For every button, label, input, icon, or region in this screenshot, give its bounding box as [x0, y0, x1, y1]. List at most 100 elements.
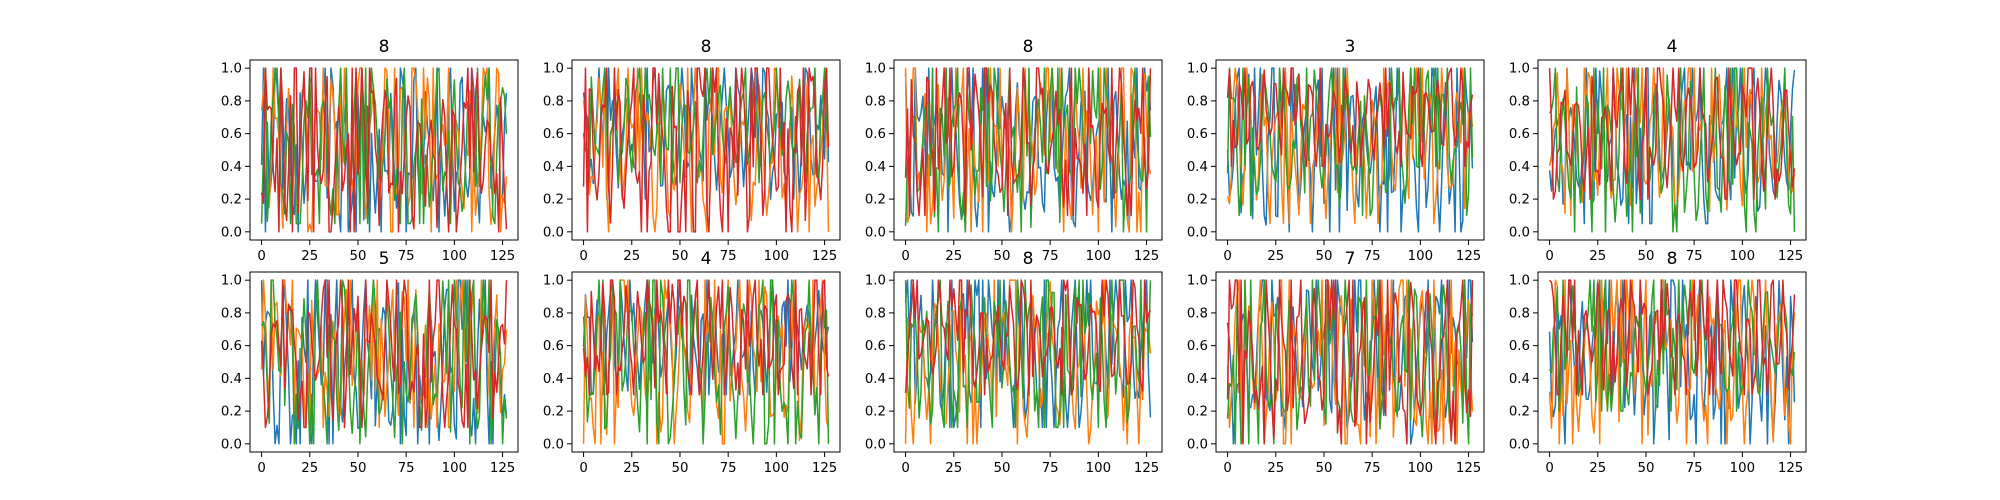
x-tick-label: 100 [1730, 249, 1755, 264]
y-tick-label: 0.0 [865, 225, 886, 240]
y-tick-label: 0.2 [543, 193, 564, 208]
y-tick-label: 0.8 [221, 94, 242, 109]
x-tick-label: 50 [994, 249, 1011, 264]
series-line-4 [582, 279, 830, 396]
y-tick-label: 0.0 [543, 225, 564, 240]
series-line-4 [1548, 279, 1796, 396]
y-tick-label: 0.8 [1509, 306, 1530, 321]
x-tick-label: 25 [623, 461, 640, 476]
axes-frame [1215, 271, 1485, 453]
y-tick-label: 0.2 [221, 193, 242, 208]
y-tick-label: 0.6 [221, 339, 242, 354]
x-tick-label: 50 [1638, 249, 1655, 264]
y-tick-label: 1.0 [543, 274, 564, 289]
y-tick-label: 0.6 [1187, 127, 1208, 142]
series-line-4 [904, 279, 1152, 396]
y-tick-label: 1.0 [221, 62, 242, 77]
x-tick-label: 0 [257, 461, 265, 476]
y-tick-label: 0.8 [1187, 94, 1208, 109]
subplot-title: 8 [701, 37, 712, 57]
x-tick-label: 75 [1686, 249, 1703, 264]
y-tick-label: 0.2 [865, 405, 886, 420]
series-group [1548, 279, 1796, 445]
x-tick-label: 25 [1589, 249, 1606, 264]
subplot-title: 8 [1667, 249, 1678, 269]
series-line-4 [1226, 279, 1474, 445]
subplot-7: 0 25 50 75 100 125 0.0 0.2 0.4 0.6 0.8 1.0 4 [543, 249, 841, 476]
series-group [1548, 67, 1796, 233]
x-tick-label: 25 [945, 461, 962, 476]
subplot-10: 0 25 50 75 100 125 0.0 0.2 0.4 0.6 0.8 1.0 8 [1509, 249, 1807, 476]
subplot-title: 5 [379, 249, 390, 269]
y-tick-label: 0.6 [1509, 127, 1530, 142]
series-line-4 [1226, 67, 1474, 168]
y-tick-label: 0.6 [543, 339, 564, 354]
y-tick-label: 0.4 [865, 160, 886, 175]
series-group [260, 279, 508, 445]
x-tick-label: 0 [579, 461, 587, 476]
x-tick-label: 100 [1730, 461, 1755, 476]
y-tick-label: 1.0 [865, 274, 886, 289]
x-tick-label: 0 [901, 249, 909, 264]
x-tick-label: 0 [1545, 249, 1553, 264]
y-tick-label: 0.2 [1187, 405, 1208, 420]
y-tick-label: 0.4 [865, 372, 886, 387]
y-tick-label: 0.0 [221, 437, 242, 452]
x-tick-label: 100 [1408, 249, 1433, 264]
y-tick-label: 1.0 [543, 62, 564, 77]
axes-frame [249, 59, 519, 241]
x-tick-label: 75 [1042, 249, 1059, 264]
y-tick-label: 0.0 [1509, 225, 1530, 240]
x-tick-label: 25 [1267, 249, 1284, 264]
x-tick-label: 125 [490, 249, 515, 264]
y-tick-label: 0.4 [1187, 372, 1208, 387]
x-tick-label: 75 [398, 249, 415, 264]
series-group [904, 279, 1152, 445]
series-line-4 [260, 279, 508, 429]
subplot-8: 0 25 50 75 100 125 0.0 0.2 0.4 0.6 0.8 1.0 8 [865, 249, 1163, 476]
y-tick-label: 0.2 [1509, 405, 1530, 420]
y-tick-label: 0.8 [865, 306, 886, 321]
x-tick-label: 125 [812, 249, 837, 264]
x-tick-label: 0 [579, 249, 587, 264]
x-tick-label: 0 [1545, 461, 1553, 476]
subplot-title: 3 [1345, 37, 1356, 57]
x-tick-label: 0 [257, 249, 265, 264]
series-line-3 [582, 67, 830, 184]
series-group [1226, 279, 1474, 445]
y-tick-label: 1.0 [1187, 62, 1208, 77]
y-tick-label: 0.2 [221, 405, 242, 420]
series-line-4 [1548, 67, 1796, 200]
subplot-title: 7 [1345, 249, 1356, 269]
x-tick-label: 25 [945, 249, 962, 264]
x-tick-label: 125 [1134, 249, 1159, 264]
subplot-title: 8 [1023, 249, 1034, 269]
x-tick-label: 125 [812, 461, 837, 476]
y-tick-label: 0.0 [1509, 437, 1530, 452]
axes-frame [571, 59, 841, 241]
x-tick-label: 75 [720, 249, 737, 264]
y-tick-label: 0.4 [1509, 372, 1530, 387]
y-tick-label: 0.8 [1509, 94, 1530, 109]
y-tick-label: 0.0 [221, 225, 242, 240]
subplot-title: 8 [1023, 37, 1034, 57]
x-tick-label: 75 [1364, 249, 1381, 264]
subplot-3: 0 25 50 75 100 125 0.0 0.2 0.4 0.6 0.8 1.0 8 [865, 37, 1163, 264]
series-group [582, 67, 830, 233]
y-tick-label: 0.0 [1187, 437, 1208, 452]
subplot-6: 0 25 50 75 100 125 0.0 0.2 0.4 0.6 0.8 1.0 5 [221, 249, 519, 476]
subplot-5: 0 25 50 75 100 125 0.0 0.2 0.4 0.6 0.8 1.0 4 [1509, 37, 1807, 264]
subplot-title: 4 [1667, 37, 1678, 57]
y-tick-label: 0.6 [1187, 339, 1208, 354]
axes-frame [893, 271, 1163, 453]
x-tick-label: 75 [1364, 461, 1381, 476]
subplot-1: 0 25 50 75 100 125 0.0 0.2 0.4 0.6 0.8 1.0 8 [221, 37, 519, 264]
y-tick-label: 0.0 [1187, 225, 1208, 240]
axes-frame [249, 271, 519, 453]
subplot-2: 0 25 50 75 100 125 0.0 0.2 0.4 0.6 0.8 1.0 8 [543, 37, 841, 264]
y-tick-label: 1.0 [221, 274, 242, 289]
y-tick-label: 0.6 [865, 127, 886, 142]
x-tick-label: 100 [1086, 249, 1111, 264]
y-tick-label: 1.0 [1509, 62, 1530, 77]
axes-frame [893, 59, 1163, 241]
